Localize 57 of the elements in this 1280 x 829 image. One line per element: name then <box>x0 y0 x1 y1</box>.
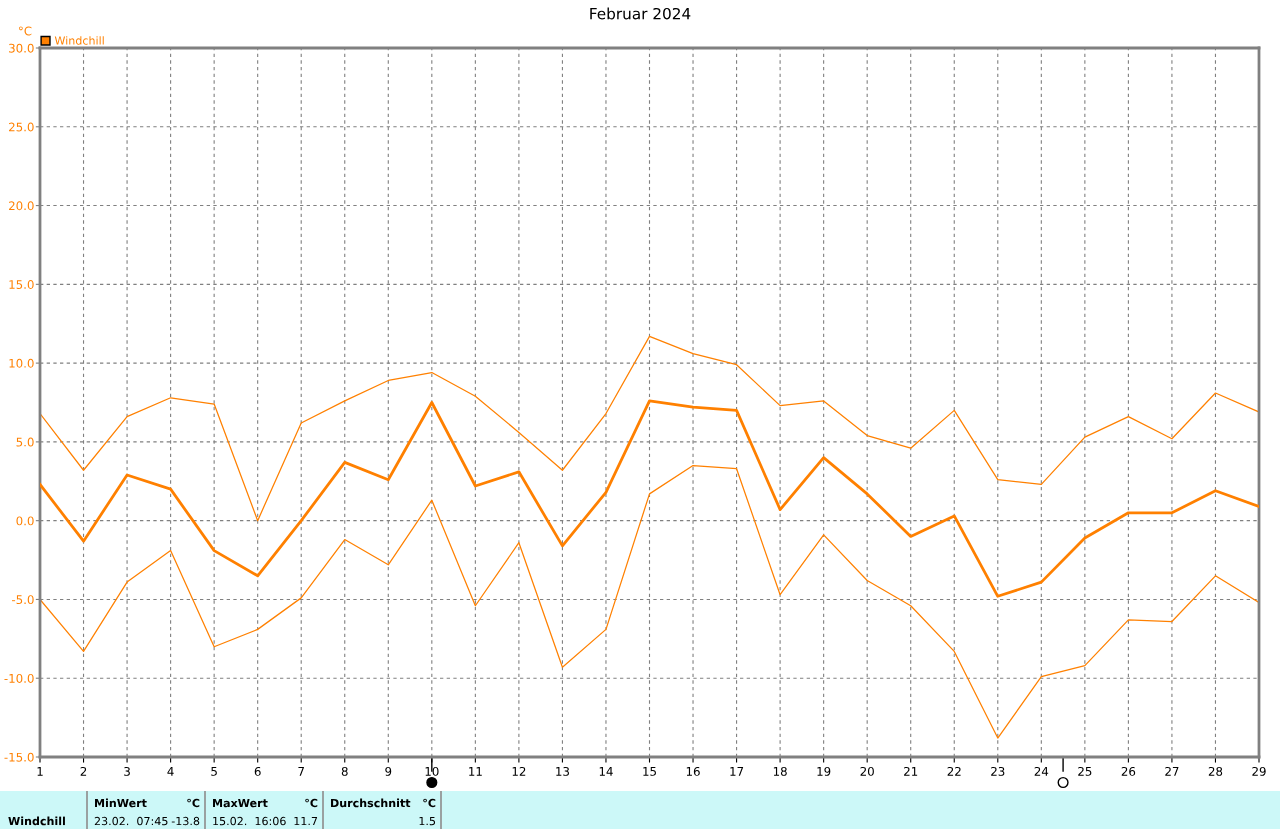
y-tick-label: 25.0 <box>9 122 34 132</box>
x-tick-label: 11 <box>469 767 482 776</box>
x-tick-label: 4 <box>167 767 174 776</box>
text: 23.02. 07:45 <box>94 816 168 826</box>
x-tick-label: 26 <box>1121 766 1136 776</box>
x-tick-label: 24 <box>1034 766 1049 776</box>
text: 11.7 <box>294 816 318 826</box>
x-tick-label: 6 <box>254 766 261 776</box>
y-tick-label: -10.0 <box>4 673 34 683</box>
y-axis-title: °C <box>19 26 32 36</box>
x-tick-label: 13 <box>556 766 569 776</box>
y-tick-label: 5.0 <box>16 437 34 447</box>
x-tick-label: 18 <box>773 766 787 776</box>
text: 1.5 <box>419 816 436 826</box>
line-series <box>40 464 1259 739</box>
x-tick-label: 23 <box>991 766 1005 776</box>
x-tick-label: 27 <box>1165 766 1179 776</box>
chart-title: Februar 2024 <box>590 7 691 20</box>
x-tick-label: 28 <box>1208 766 1223 776</box>
x-tick-label: 20 <box>860 766 874 776</box>
x-tick-label: 14 <box>599 767 613 776</box>
x-tick-label: 12 <box>512 766 526 776</box>
text: MinWert <box>95 798 147 808</box>
text: 15.02. 16:06 <box>213 816 286 826</box>
x-tick-label: 1 <box>37 767 43 776</box>
x-tick-label: 8 <box>341 766 348 776</box>
x-tick-label: 15 <box>643 767 656 776</box>
y-tick-label: 20.0 <box>9 201 34 211</box>
x-tick-label: 17 <box>730 767 744 776</box>
y-tick-label: -15.0 <box>4 752 34 762</box>
x-tick-label: 5 <box>211 767 217 776</box>
y-tick-label: 0.0 <box>16 516 34 526</box>
text: -13.8 <box>171 816 200 826</box>
legend-label: Windchill <box>54 36 104 45</box>
y-tick-label: 15.0 <box>9 280 34 289</box>
x-tick-label: 29 <box>1252 766 1266 776</box>
y-tick-label: -5.0 <box>11 595 34 605</box>
x-tick-label: 25 <box>1078 766 1092 776</box>
text: Durchschnitt <box>331 798 411 808</box>
line-series <box>40 335 1259 522</box>
x-tick-label: 9 <box>385 766 392 776</box>
text: °C <box>187 798 200 808</box>
x-tick-label: 10 <box>425 766 439 776</box>
x-tick-label: 3 <box>124 766 130 776</box>
x-tick-label: 19 <box>817 766 831 776</box>
x-tick-label: 2 <box>80 766 87 776</box>
text: °C <box>423 798 436 808</box>
text: MaxWert <box>213 798 268 808</box>
text: °C <box>305 798 318 808</box>
x-tick-label: 22 <box>947 766 961 776</box>
x-tick-label: 21 <box>904 766 918 776</box>
text: Windchill <box>8 816 65 826</box>
x-tick-label: 7 <box>298 767 304 776</box>
line-series <box>40 399 1259 598</box>
y-tick-label: 30.0 <box>9 43 34 53</box>
x-tick-label: 16 <box>686 766 700 776</box>
y-tick-label: 10.0 <box>9 358 34 368</box>
